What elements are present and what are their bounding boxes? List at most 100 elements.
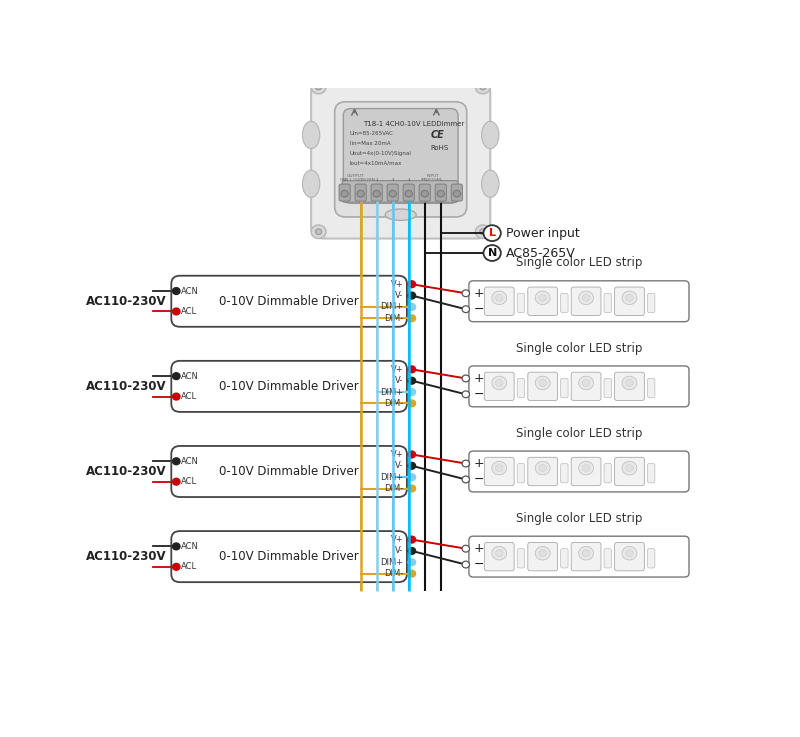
Circle shape bbox=[622, 461, 637, 475]
Text: 1: 1 bbox=[359, 178, 362, 182]
FancyBboxPatch shape bbox=[171, 361, 407, 412]
Text: AC85-265V: AC85-265V bbox=[506, 246, 575, 259]
Text: Uout=4x(0-10V)Signal: Uout=4x(0-10V)Signal bbox=[350, 150, 411, 156]
Text: V+: V+ bbox=[390, 365, 403, 374]
Text: +: + bbox=[474, 372, 484, 385]
Text: ACL: ACL bbox=[182, 307, 198, 316]
Circle shape bbox=[539, 550, 546, 556]
Circle shape bbox=[408, 400, 415, 407]
Circle shape bbox=[578, 546, 594, 560]
Circle shape bbox=[622, 546, 637, 560]
FancyBboxPatch shape bbox=[171, 276, 407, 326]
FancyBboxPatch shape bbox=[451, 184, 462, 201]
Text: T18-1 4CH0-10V LEDDimmer: T18-1 4CH0-10V LEDDimmer bbox=[363, 121, 465, 127]
Circle shape bbox=[311, 225, 326, 239]
Text: ACL: ACL bbox=[182, 562, 198, 571]
Circle shape bbox=[315, 229, 322, 234]
Circle shape bbox=[173, 287, 180, 295]
Text: DIM-: DIM- bbox=[384, 569, 403, 578]
FancyBboxPatch shape bbox=[571, 372, 601, 401]
Text: Single color LED strip: Single color LED strip bbox=[516, 511, 642, 525]
Circle shape bbox=[475, 225, 490, 239]
FancyBboxPatch shape bbox=[518, 548, 525, 568]
Text: +: + bbox=[474, 457, 484, 470]
Text: ACN: ACN bbox=[182, 371, 199, 380]
Circle shape bbox=[535, 291, 550, 304]
Circle shape bbox=[492, 546, 506, 560]
FancyBboxPatch shape bbox=[561, 548, 568, 568]
Text: +: + bbox=[474, 287, 484, 300]
Circle shape bbox=[408, 388, 415, 396]
Circle shape bbox=[480, 229, 486, 234]
FancyBboxPatch shape bbox=[561, 464, 568, 483]
Text: V-: V- bbox=[395, 376, 403, 385]
FancyBboxPatch shape bbox=[469, 537, 689, 577]
Circle shape bbox=[173, 543, 180, 550]
Circle shape bbox=[539, 465, 546, 472]
FancyBboxPatch shape bbox=[518, 378, 525, 398]
FancyBboxPatch shape bbox=[604, 548, 611, 568]
Text: L: L bbox=[489, 228, 496, 238]
Circle shape bbox=[483, 226, 501, 241]
Circle shape bbox=[408, 377, 415, 384]
Text: ACN: ACN bbox=[182, 542, 199, 551]
FancyBboxPatch shape bbox=[528, 287, 558, 315]
Text: 0-10V Dimmable Driver: 0-10V Dimmable Driver bbox=[219, 550, 359, 563]
Text: −: − bbox=[474, 388, 484, 401]
Text: OUTPUT: OUTPUT bbox=[346, 175, 364, 178]
Text: Single color LED strip: Single color LED strip bbox=[516, 256, 642, 270]
FancyBboxPatch shape bbox=[647, 378, 655, 398]
Circle shape bbox=[462, 306, 470, 312]
FancyBboxPatch shape bbox=[485, 457, 514, 486]
FancyBboxPatch shape bbox=[342, 181, 458, 202]
Circle shape bbox=[408, 462, 415, 469]
Circle shape bbox=[173, 393, 180, 400]
Circle shape bbox=[462, 391, 470, 398]
Text: AC110-230V: AC110-230V bbox=[86, 380, 166, 393]
Circle shape bbox=[462, 460, 470, 467]
Text: DIM+: DIM+ bbox=[380, 472, 403, 482]
Text: 3: 3 bbox=[391, 178, 394, 182]
Text: CE: CE bbox=[430, 130, 444, 139]
Text: +: + bbox=[474, 542, 484, 555]
Circle shape bbox=[173, 458, 180, 465]
Text: DIM+: DIM+ bbox=[380, 558, 403, 567]
Circle shape bbox=[408, 474, 415, 481]
Text: AC-265VAC: AC-265VAC bbox=[421, 178, 442, 182]
Circle shape bbox=[495, 295, 503, 301]
Circle shape bbox=[495, 465, 503, 472]
Circle shape bbox=[582, 380, 590, 386]
Circle shape bbox=[173, 478, 180, 485]
Circle shape bbox=[437, 190, 445, 197]
Text: GND: GND bbox=[340, 178, 349, 182]
FancyBboxPatch shape bbox=[561, 378, 568, 398]
Circle shape bbox=[462, 375, 470, 382]
Circle shape bbox=[492, 461, 506, 475]
FancyBboxPatch shape bbox=[518, 293, 525, 312]
Circle shape bbox=[480, 84, 486, 90]
Circle shape bbox=[173, 308, 180, 315]
Text: V-: V- bbox=[395, 291, 403, 300]
Text: DIM+: DIM+ bbox=[380, 302, 403, 312]
FancyBboxPatch shape bbox=[528, 457, 558, 486]
FancyBboxPatch shape bbox=[171, 446, 407, 497]
FancyBboxPatch shape bbox=[403, 184, 414, 201]
Text: V+: V+ bbox=[390, 450, 403, 459]
FancyBboxPatch shape bbox=[485, 372, 514, 401]
Circle shape bbox=[582, 295, 590, 301]
Circle shape bbox=[311, 80, 326, 94]
Circle shape bbox=[495, 550, 503, 556]
Circle shape bbox=[475, 80, 490, 94]
Text: AC110-230V: AC110-230V bbox=[86, 550, 166, 563]
Ellipse shape bbox=[386, 209, 416, 220]
FancyBboxPatch shape bbox=[518, 464, 525, 483]
Circle shape bbox=[408, 570, 415, 577]
Text: −: − bbox=[474, 473, 484, 486]
Circle shape bbox=[539, 380, 546, 386]
Text: V+: V+ bbox=[390, 280, 403, 289]
Circle shape bbox=[535, 546, 550, 560]
Circle shape bbox=[626, 550, 634, 556]
Text: 0-10V Dimmable Driver: 0-10V Dimmable Driver bbox=[219, 295, 359, 308]
FancyBboxPatch shape bbox=[604, 293, 611, 312]
Text: V-: V- bbox=[395, 461, 403, 470]
